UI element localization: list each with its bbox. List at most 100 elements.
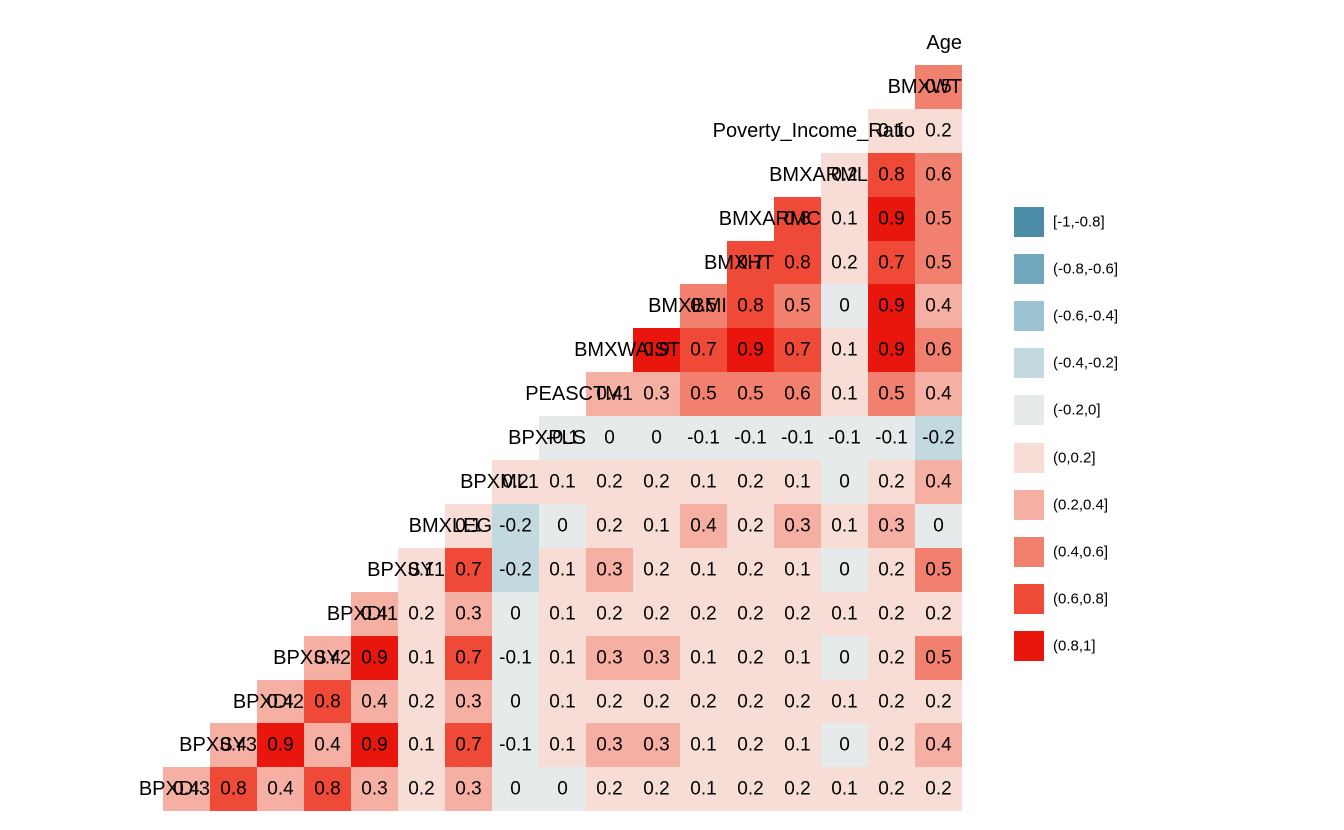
heatmap-cell xyxy=(915,196,962,241)
heatmap-cell xyxy=(633,547,680,592)
heatmap-cell xyxy=(680,635,727,680)
cell-value: 0.4 xyxy=(925,383,952,405)
heatmap-cell xyxy=(821,503,868,548)
cell-value: 0.3 xyxy=(455,691,482,712)
row-label: BMXARML xyxy=(769,163,868,186)
heatmap-cell xyxy=(445,503,492,548)
heatmap-cell xyxy=(680,328,727,373)
heatmap-cell xyxy=(445,635,492,680)
heatmap-cell xyxy=(633,723,680,768)
cell-value: 0.1 xyxy=(549,691,576,712)
heatmap-cell xyxy=(586,460,633,504)
cell-value: -0.2 xyxy=(499,559,532,581)
heatmap-cell xyxy=(774,547,821,592)
heatmap-cell xyxy=(727,328,774,373)
row-label: BMXWT xyxy=(887,75,962,98)
heatmap-cell xyxy=(586,416,633,461)
cell-value: 0.3 xyxy=(643,383,670,405)
heatmap-cell xyxy=(821,460,868,504)
heatmap-cell xyxy=(680,284,727,329)
heatmap-cell xyxy=(774,679,821,724)
heatmap-cell xyxy=(351,635,398,680)
cell-value: 0.1 xyxy=(831,515,858,537)
heatmap-cell xyxy=(633,679,680,724)
cell-value: 0.5 xyxy=(925,76,952,98)
heatmap-cell xyxy=(398,767,445,812)
heatmap-cell xyxy=(210,723,257,768)
heatmap-cell xyxy=(774,416,821,461)
heatmap-cell xyxy=(727,591,774,636)
cell-value: 0.1 xyxy=(831,778,858,800)
heatmap-cell xyxy=(868,679,915,724)
heatmap-cell xyxy=(398,635,445,680)
heatmap-cell xyxy=(539,503,586,548)
legend-label: (-0.6,-0.4] xyxy=(1053,307,1119,325)
cell-value: 0.8 xyxy=(314,691,341,712)
cell-value: 0.4 xyxy=(361,603,388,625)
cell-value: 0.3 xyxy=(643,734,670,756)
heatmap-cell xyxy=(868,635,915,680)
heatmap-cell xyxy=(398,591,445,636)
heatmap-cell xyxy=(774,328,821,373)
cell-value: 0.7 xyxy=(455,734,482,756)
cell-value: -0.2 xyxy=(499,515,532,537)
cell-value: 0.1 xyxy=(784,734,811,756)
cell-value: 0.8 xyxy=(737,295,764,317)
cell-value: 0.4 xyxy=(173,778,200,800)
heatmap-cell xyxy=(915,723,962,768)
legend-label: [-1,-0.8] xyxy=(1053,213,1105,231)
heatmap-cell xyxy=(774,460,821,504)
cell-value: 0.2 xyxy=(737,734,764,756)
heatmap-cell xyxy=(680,503,727,548)
heatmap-cell xyxy=(727,679,774,724)
cell-value: 0.9 xyxy=(878,208,905,230)
heatmap-cell xyxy=(398,679,445,724)
cell-value: 0.1 xyxy=(784,647,811,669)
heatmap-cell xyxy=(774,503,821,548)
cell-value: 0.8 xyxy=(220,778,247,800)
heatmap-cell xyxy=(868,196,915,241)
row-label: PEASCTM1 xyxy=(525,383,633,406)
cell-value: 0.8 xyxy=(784,208,811,230)
cell-value: -0.1 xyxy=(875,427,908,449)
heatmap-cell xyxy=(539,635,586,680)
cell-value: 0.2 xyxy=(643,559,670,581)
row-label: BMXHT xyxy=(704,251,774,274)
cell-value: 0.1 xyxy=(784,471,811,493)
cell-value: 0.3 xyxy=(361,778,388,800)
cell-value: 0.4 xyxy=(314,647,341,669)
heatmap-cell xyxy=(351,591,398,636)
row-label: BPXML1 xyxy=(460,471,539,493)
cell-value: 0.2 xyxy=(878,471,905,493)
heatmap-cell xyxy=(586,635,633,680)
cell-value: 0.2 xyxy=(596,471,623,493)
cell-value: 0.2 xyxy=(643,778,670,800)
heatmap-cell xyxy=(727,503,774,548)
cell-value: 0 xyxy=(839,295,850,317)
heatmap-cell xyxy=(633,591,680,636)
cell-value: 0.5 xyxy=(737,383,764,405)
row-label: BPXSY2 xyxy=(273,646,351,669)
legend-swatch xyxy=(1014,348,1044,379)
heatmap-cell xyxy=(680,460,727,504)
cell-value: 0.5 xyxy=(925,208,952,230)
cell-value: 0.1 xyxy=(408,734,435,756)
heatmap-cell xyxy=(257,679,304,724)
cell-value: 0.4 xyxy=(267,691,294,712)
heatmap-cell xyxy=(492,591,539,636)
legend-swatch xyxy=(1014,583,1044,614)
heatmap-cell xyxy=(351,679,398,724)
cell-value: 0.2 xyxy=(408,691,435,712)
cell-value: 0.2 xyxy=(643,691,670,712)
heatmap-cell xyxy=(868,284,915,329)
heatmap-cell xyxy=(257,767,304,812)
heatmap-cell xyxy=(868,767,915,812)
cell-value: 0.2 xyxy=(737,647,764,669)
cell-value: 0.1 xyxy=(549,603,576,625)
cell-value: 0.3 xyxy=(596,559,623,581)
heatmap-cell xyxy=(492,767,539,812)
cell-value: 0.2 xyxy=(878,778,905,800)
cell-value: 0 xyxy=(933,515,944,537)
cell-value: 0.2 xyxy=(878,691,905,712)
